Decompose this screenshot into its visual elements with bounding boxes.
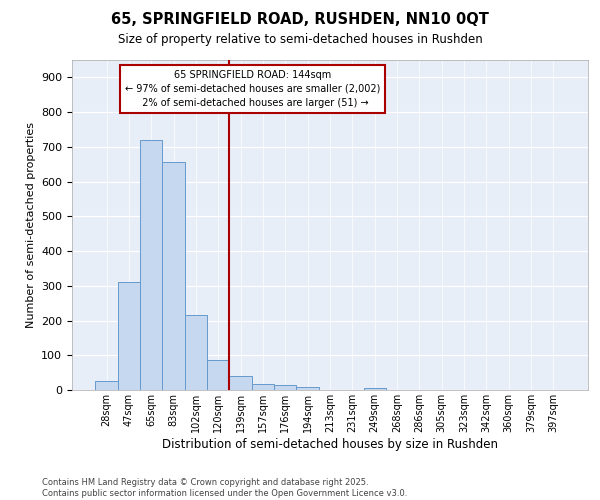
Bar [229, 376, 252, 390]
Text: 65, SPRINGFIELD ROAD, RUSHDEN, NN10 0QT: 65, SPRINGFIELD ROAD, RUSHDEN, NN10 0QT [111, 12, 489, 28]
Text: Size of property relative to semi-detached houses in Rushden: Size of property relative to semi-detach… [118, 32, 482, 46]
Bar [163, 162, 185, 390]
Bar [364, 388, 386, 390]
Bar [274, 386, 296, 390]
Text: 65 SPRINGFIELD ROAD: 144sqm
← 97% of semi-detached houses are smaller (2,002)
  : 65 SPRINGFIELD ROAD: 144sqm ← 97% of sem… [125, 70, 380, 108]
Bar [95, 382, 118, 390]
Y-axis label: Number of semi-detached properties: Number of semi-detached properties [26, 122, 35, 328]
Text: Contains HM Land Registry data © Crown copyright and database right 2025.
Contai: Contains HM Land Registry data © Crown c… [42, 478, 407, 498]
Bar [118, 282, 140, 390]
Bar [140, 140, 163, 390]
Bar [252, 384, 274, 390]
Bar [296, 387, 319, 390]
Bar [185, 316, 207, 390]
Bar [207, 360, 229, 390]
X-axis label: Distribution of semi-detached houses by size in Rushden: Distribution of semi-detached houses by … [162, 438, 498, 450]
